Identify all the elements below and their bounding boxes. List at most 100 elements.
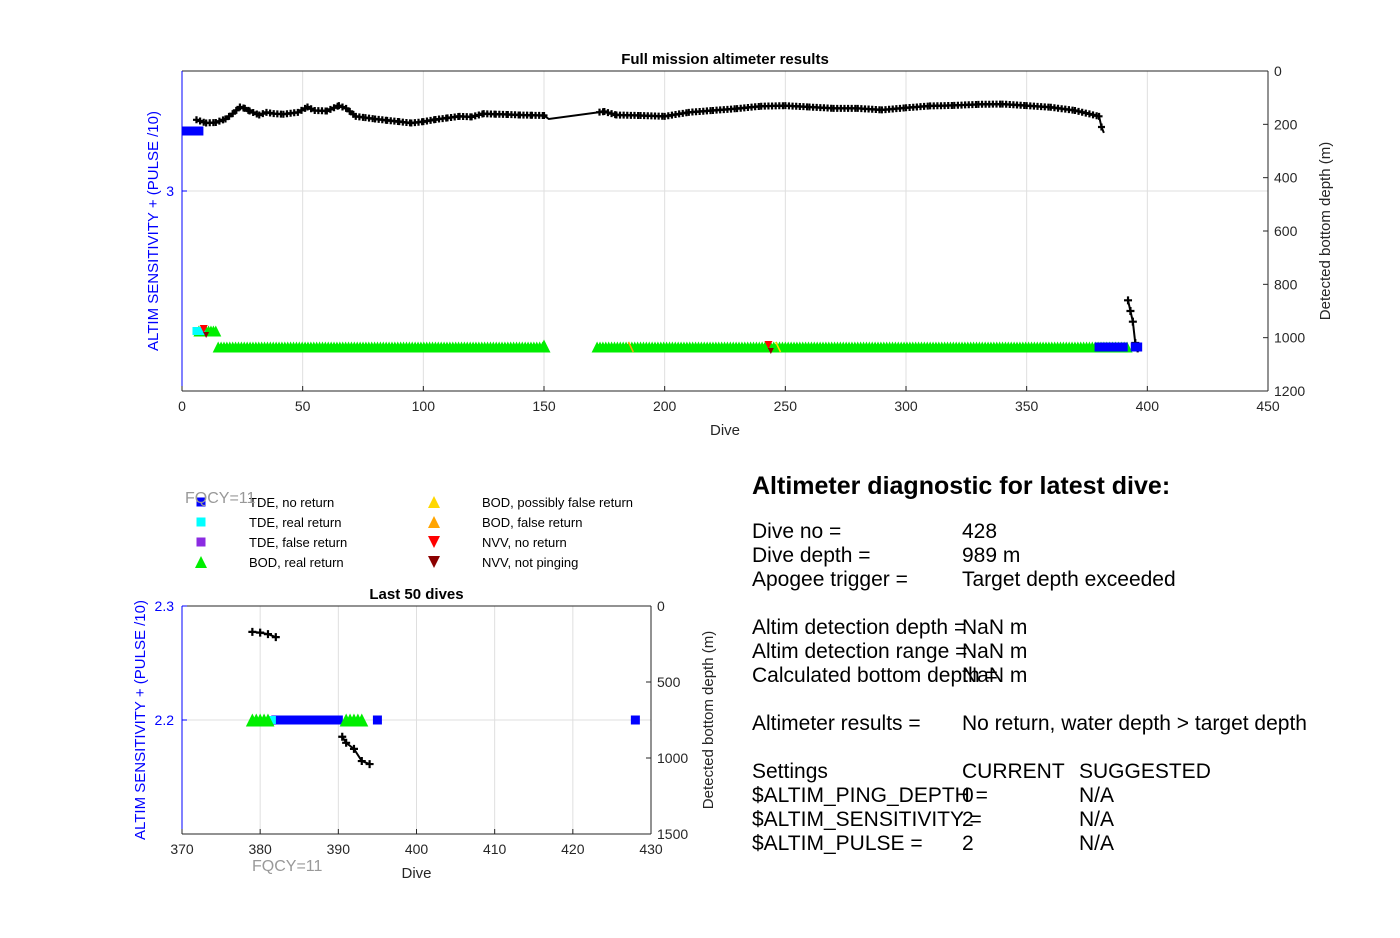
recent-bottom-depth-point (349, 744, 358, 753)
recent-x-tick-label: 370 (170, 841, 194, 857)
mission-bottom-depth-point (249, 109, 257, 116)
legend-marker (428, 496, 440, 508)
mission-bottom-depth-point (1095, 112, 1103, 120)
recent-tde-real-return (267, 716, 276, 724)
recent-x-tick-label: 420 (561, 841, 585, 857)
mission-bottom-depth-point (192, 116, 200, 124)
diag-value-altimeter-results: No return, water depth > target depth (962, 712, 1307, 735)
diag-value-apogee-trigger: Target depth exceeded (962, 568, 1176, 591)
setting-label-pulse: $ALTIM_PULSE = (752, 832, 923, 855)
mission-bottom-depth-point (294, 108, 302, 116)
diag-value-calculated-bottom-depth: NaN m (962, 664, 1028, 687)
recent-bottom-depth-point (338, 732, 347, 741)
recent-bottom-depth-point (342, 738, 351, 747)
recent-right-tick-label: 1000 (657, 750, 688, 766)
setting-suggested-ping-depth: N/A (1079, 784, 1115, 807)
mission-bottom-depth-point (338, 103, 346, 111)
mission-bottom-depth-point (1124, 296, 1133, 305)
mission-nvv-not-pinging (203, 332, 210, 338)
recent-bottom-depth-point (365, 760, 374, 769)
diag-label-detection-range: Altim detection range = (752, 640, 968, 663)
mission-bottom-depth-point (246, 107, 254, 115)
mission-tde-no-return (1133, 342, 1143, 352)
mission-nvv-no-return (764, 341, 773, 349)
diag-value-dive-no: 428 (962, 520, 998, 543)
legend-label: TDE, no return (249, 495, 334, 510)
mission-x-tick-label: 150 (532, 398, 556, 414)
mission-bottom-depth-point (241, 104, 249, 112)
diag-value-detection-depth: NaN m (962, 616, 1028, 639)
mission-x-tick-label: 350 (1015, 398, 1039, 414)
mission-bottom-depth-point (307, 105, 315, 113)
mission-bod-real-return (210, 325, 222, 337)
legend-marker (428, 536, 440, 548)
mission-bottom-depth-point (196, 117, 204, 125)
mission-x-tick-label: 250 (774, 398, 798, 414)
diag-label-dive-depth: Dive depth = (752, 544, 871, 567)
mission-x-tick-label: 400 (1136, 398, 1160, 414)
settings-header-suggested: SUGGESTED (1079, 760, 1211, 783)
recent-bottom-depth-point (271, 633, 280, 642)
mission-right-tick-label: 800 (1274, 276, 1298, 292)
recent-right-tick-label: 0 (657, 598, 665, 614)
mission-bottom-depth-point (1097, 123, 1105, 131)
recent-x-tick-label: 400 (405, 841, 429, 857)
mission-right-tick-label: 600 (1274, 223, 1298, 239)
recent-tde-no-return (334, 716, 343, 724)
legend-label: TDE, real return (249, 515, 341, 530)
legend-marker (428, 516, 440, 528)
mission-x-tick-label: 0 (178, 398, 186, 414)
mission-bottom-depth-point (1126, 307, 1135, 315)
legend-label: TDE, false return (249, 535, 347, 550)
recent-chart-title: Last 50 dives (369, 586, 463, 603)
diag-label-detection-depth: Altim detection depth = (752, 616, 967, 639)
diag-label-apogee-trigger: Apogee trigger = (752, 568, 908, 591)
mission-bottom-depth-point (326, 105, 334, 113)
mission-bod-real-return (537, 339, 551, 353)
mission-bottom-depth-point (303, 103, 311, 111)
recent-right-tick-label: 1500 (657, 826, 688, 842)
mission-tde-real-return (197, 327, 206, 335)
mission-right-tick-label: 1200 (1274, 383, 1305, 399)
settings-header-label: Settings (752, 760, 828, 783)
diag-label-altimeter-results: Altimeter results = (752, 712, 921, 735)
mission-plot-marks (182, 100, 1143, 354)
mission-x-tick-label: 100 (412, 398, 436, 414)
setting-current-sensitivity: 2 (962, 808, 974, 831)
recent-plot-marks: FQCY=11 (245, 627, 640, 875)
legend-marker (196, 497, 206, 507)
recent-left-tick-label: 2.2 (155, 712, 175, 728)
mission-x-axis-title: Dive (710, 422, 740, 439)
setting-suggested-pulse: N/A (1079, 832, 1115, 855)
setting-current-pulse: 2 (962, 832, 974, 855)
mission-bottom-depth-point (330, 104, 338, 112)
recent-left-tick-label: 2.3 (155, 598, 175, 614)
mission-right-tick-label: 0 (1274, 63, 1282, 79)
mission-bottom-depth-point (232, 106, 240, 114)
recent-right-tick-label: 500 (657, 674, 681, 690)
mission-bottom-depth-point (1128, 317, 1137, 326)
legend-marker (196, 537, 206, 547)
mission-x-tick-label: 50 (295, 398, 311, 414)
mission-right-tick-label: 200 (1274, 116, 1298, 132)
recent-bottom-depth-point (256, 628, 265, 637)
recent-bottom-depth-point (357, 757, 366, 766)
recent-axes: 370 380 390 400 410 420 430 Dive 2.2 2.3 ALTIM SEN… (132, 586, 717, 882)
mission-bod-false-return (627, 341, 634, 353)
setting-label-sensitivity: $ALTIM_SENSITIVITY = (752, 808, 982, 831)
mission-chart-title: Full mission altimeter results (621, 51, 829, 68)
recent-tde-no-return (630, 715, 640, 725)
recent-x-tick-label: 430 (639, 841, 663, 857)
recent-x-tick-label: 390 (327, 841, 351, 857)
mission-bottom-depth-point (215, 117, 223, 125)
mission-left-tick-label: 3 (166, 183, 174, 199)
mission-bottom-depth-point (259, 110, 267, 118)
mission-right-tick-label: 400 (1274, 170, 1298, 186)
diag-label-calculated-bottom-depth: Calculated bottom depth = (752, 664, 998, 687)
recent-right-axis-title: Detected bottom depth (m) (700, 631, 717, 809)
mission-bod-possibly-false-return (775, 341, 782, 353)
mission-bottom-depth-point (297, 106, 305, 114)
setting-current-ping-depth: 0 (962, 784, 974, 807)
